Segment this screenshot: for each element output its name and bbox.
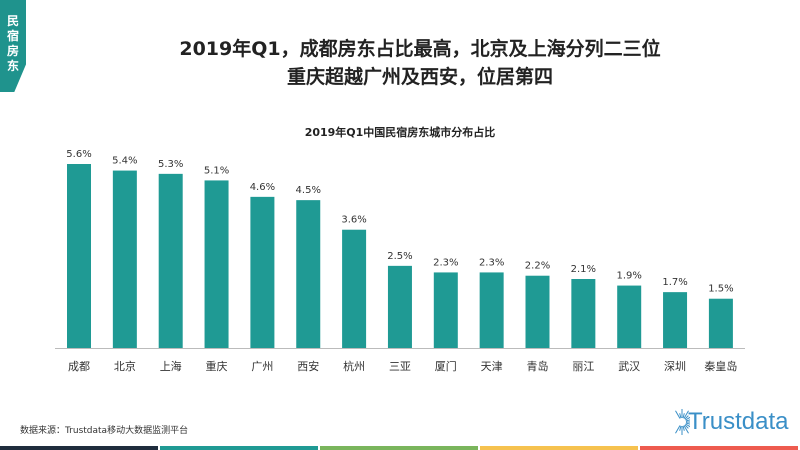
bar [387,265,412,348]
bar [67,164,91,348]
data-label: 2.2% [525,261,550,272]
x-tick-label: 天津 [481,360,503,373]
bar [525,275,550,348]
x-tick-label: 北京 [114,359,136,373]
x-tick-label: 三亚 [389,360,411,373]
color-stripe [0,446,158,450]
chart-title: 2019年Q1中国民宿房东城市分布占比 [304,126,496,139]
bar [663,292,688,348]
logo-text: Trustdata [688,408,789,435]
color-stripe [640,446,798,450]
data-label: 5.1% [204,165,229,176]
bar [250,196,275,348]
bar [433,272,458,348]
data-label: 2.3% [479,257,504,268]
page-title-line1: 2019年Q1，成都房东占比最高，北京及上海分列二三位 [179,38,661,60]
trustdata-logo: Trustdata [660,400,790,440]
bar [617,285,642,348]
data-label: 5.4% [112,156,137,167]
sunburst-icon [675,409,690,435]
data-label: 1.7% [662,277,687,288]
x-tick-label: 深圳 [664,360,686,373]
x-tick-label: 上海 [160,359,182,373]
bar [708,298,733,348]
x-tick-label: 武汉 [618,360,640,373]
bar [479,272,504,348]
data-label: 1.9% [616,271,641,282]
color-stripe [320,446,478,450]
x-tick-label: 杭州 [343,359,365,373]
x-tick-label: 重庆 [206,359,228,373]
data-label: 5.3% [158,159,183,170]
data-label: 3.6% [341,215,366,226]
x-tick-label: 丽江 [572,360,594,373]
bar [112,170,137,348]
data-label: 2.1% [571,264,596,275]
bar [571,279,596,348]
bar [296,200,321,348]
data-label: 4.6% [250,182,275,193]
data-label: 5.6% [66,149,91,160]
section-tag-label: 民宿房东 [6,14,19,73]
data-label: 1.5% [708,284,733,295]
section-tag: 民宿房东 [0,0,26,92]
page-title-line2: 重庆超越广州及西安，位居第四 [286,66,553,88]
x-tick-label: 广州 [251,360,273,373]
bar [204,180,229,348]
data-source: 数据来源：Trustdata移动大数据监测平台 [20,426,189,436]
color-stripe [480,446,638,450]
x-tick-label: 秦皇岛 [704,359,737,373]
x-tick-label: 成都 [68,360,90,373]
bar [342,229,367,348]
color-stripe [160,446,318,450]
data-label: 2.3% [433,257,458,268]
x-tick-label: 青岛 [527,359,549,373]
bar [158,173,183,348]
x-tick-label: 厦门 [435,359,457,373]
data-label: 2.5% [387,251,412,262]
data-label: 4.5% [296,185,321,196]
x-tick-label: 西安 [297,359,319,373]
